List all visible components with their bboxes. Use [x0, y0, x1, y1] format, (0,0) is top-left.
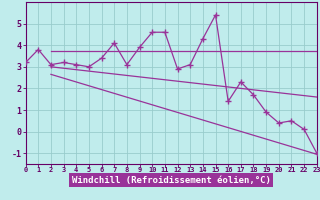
X-axis label: Windchill (Refroidissement éolien,°C): Windchill (Refroidissement éolien,°C)	[72, 176, 271, 185]
